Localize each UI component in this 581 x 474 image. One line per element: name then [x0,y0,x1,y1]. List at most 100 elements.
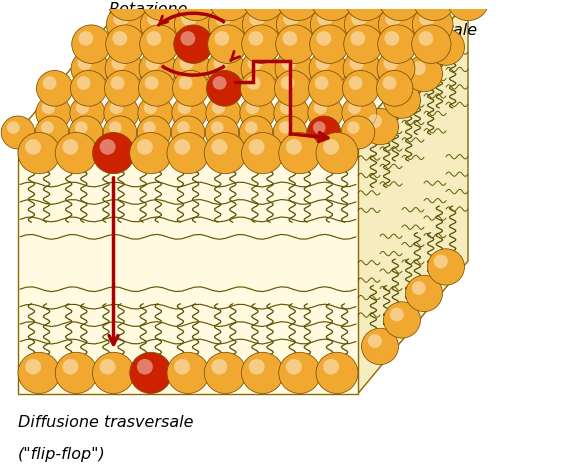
Circle shape [316,352,358,393]
Circle shape [148,0,164,1]
Circle shape [345,5,385,45]
Circle shape [182,0,198,1]
Circle shape [130,133,172,173]
Circle shape [286,139,302,155]
Polygon shape [18,0,468,133]
Circle shape [7,121,20,134]
Circle shape [282,56,296,70]
Circle shape [212,101,225,114]
Circle shape [341,116,375,149]
Circle shape [140,25,179,64]
Circle shape [55,133,97,173]
Circle shape [70,96,105,130]
Circle shape [420,0,436,1]
Circle shape [419,11,435,26]
Circle shape [173,71,209,106]
Circle shape [406,275,443,311]
Circle shape [412,61,426,75]
Circle shape [377,50,415,87]
Circle shape [418,31,433,46]
Circle shape [1,116,35,149]
Circle shape [310,5,351,45]
Circle shape [317,31,331,46]
Circle shape [281,76,295,90]
Circle shape [211,139,227,155]
Circle shape [274,96,309,130]
Circle shape [178,76,192,90]
Circle shape [323,359,339,374]
Circle shape [378,5,419,45]
Circle shape [348,101,361,114]
Circle shape [240,96,275,130]
Circle shape [273,116,307,149]
Circle shape [25,359,41,374]
Circle shape [205,116,239,149]
Circle shape [75,121,88,134]
Circle shape [279,352,321,393]
Circle shape [361,328,399,365]
Circle shape [249,139,264,155]
Circle shape [314,101,327,114]
Circle shape [138,96,173,130]
Circle shape [205,133,246,173]
Circle shape [280,101,293,114]
Circle shape [315,76,328,90]
Circle shape [77,56,92,70]
Circle shape [175,0,217,20]
Text: Diffusione trasversale: Diffusione trasversale [18,415,193,430]
Circle shape [378,25,417,64]
Circle shape [279,133,321,173]
Circle shape [172,96,207,130]
Circle shape [361,109,399,145]
Circle shape [211,359,227,374]
Circle shape [76,101,89,114]
Circle shape [390,88,404,101]
Circle shape [35,116,69,149]
Circle shape [137,116,171,149]
Circle shape [352,0,368,1]
Circle shape [99,139,116,155]
Circle shape [274,71,311,106]
Circle shape [313,121,326,134]
Circle shape [77,76,91,90]
Circle shape [144,101,157,114]
Circle shape [383,56,398,70]
Circle shape [141,0,183,20]
Circle shape [147,11,163,26]
Circle shape [110,101,123,114]
Circle shape [145,56,160,70]
Circle shape [107,0,149,20]
Circle shape [279,121,292,134]
Circle shape [242,352,284,393]
Circle shape [62,139,78,155]
Circle shape [41,121,53,134]
Circle shape [216,11,231,26]
Circle shape [345,0,387,20]
Circle shape [350,31,365,46]
Circle shape [214,56,228,70]
Circle shape [71,50,109,87]
Circle shape [406,55,443,92]
Circle shape [284,11,299,26]
Circle shape [174,139,190,155]
Circle shape [307,116,341,149]
Circle shape [106,5,147,45]
Circle shape [350,56,364,70]
Circle shape [78,31,94,46]
Circle shape [323,139,339,155]
Circle shape [216,0,232,1]
Circle shape [180,56,194,70]
Circle shape [276,25,315,64]
Circle shape [92,133,134,173]
Circle shape [174,25,213,64]
Circle shape [137,139,153,155]
Circle shape [70,71,107,106]
Circle shape [174,5,215,45]
Circle shape [36,96,71,130]
Circle shape [211,121,224,134]
Circle shape [309,50,347,87]
Circle shape [308,96,343,130]
Circle shape [349,76,363,90]
Circle shape [109,121,121,134]
Circle shape [146,31,162,46]
